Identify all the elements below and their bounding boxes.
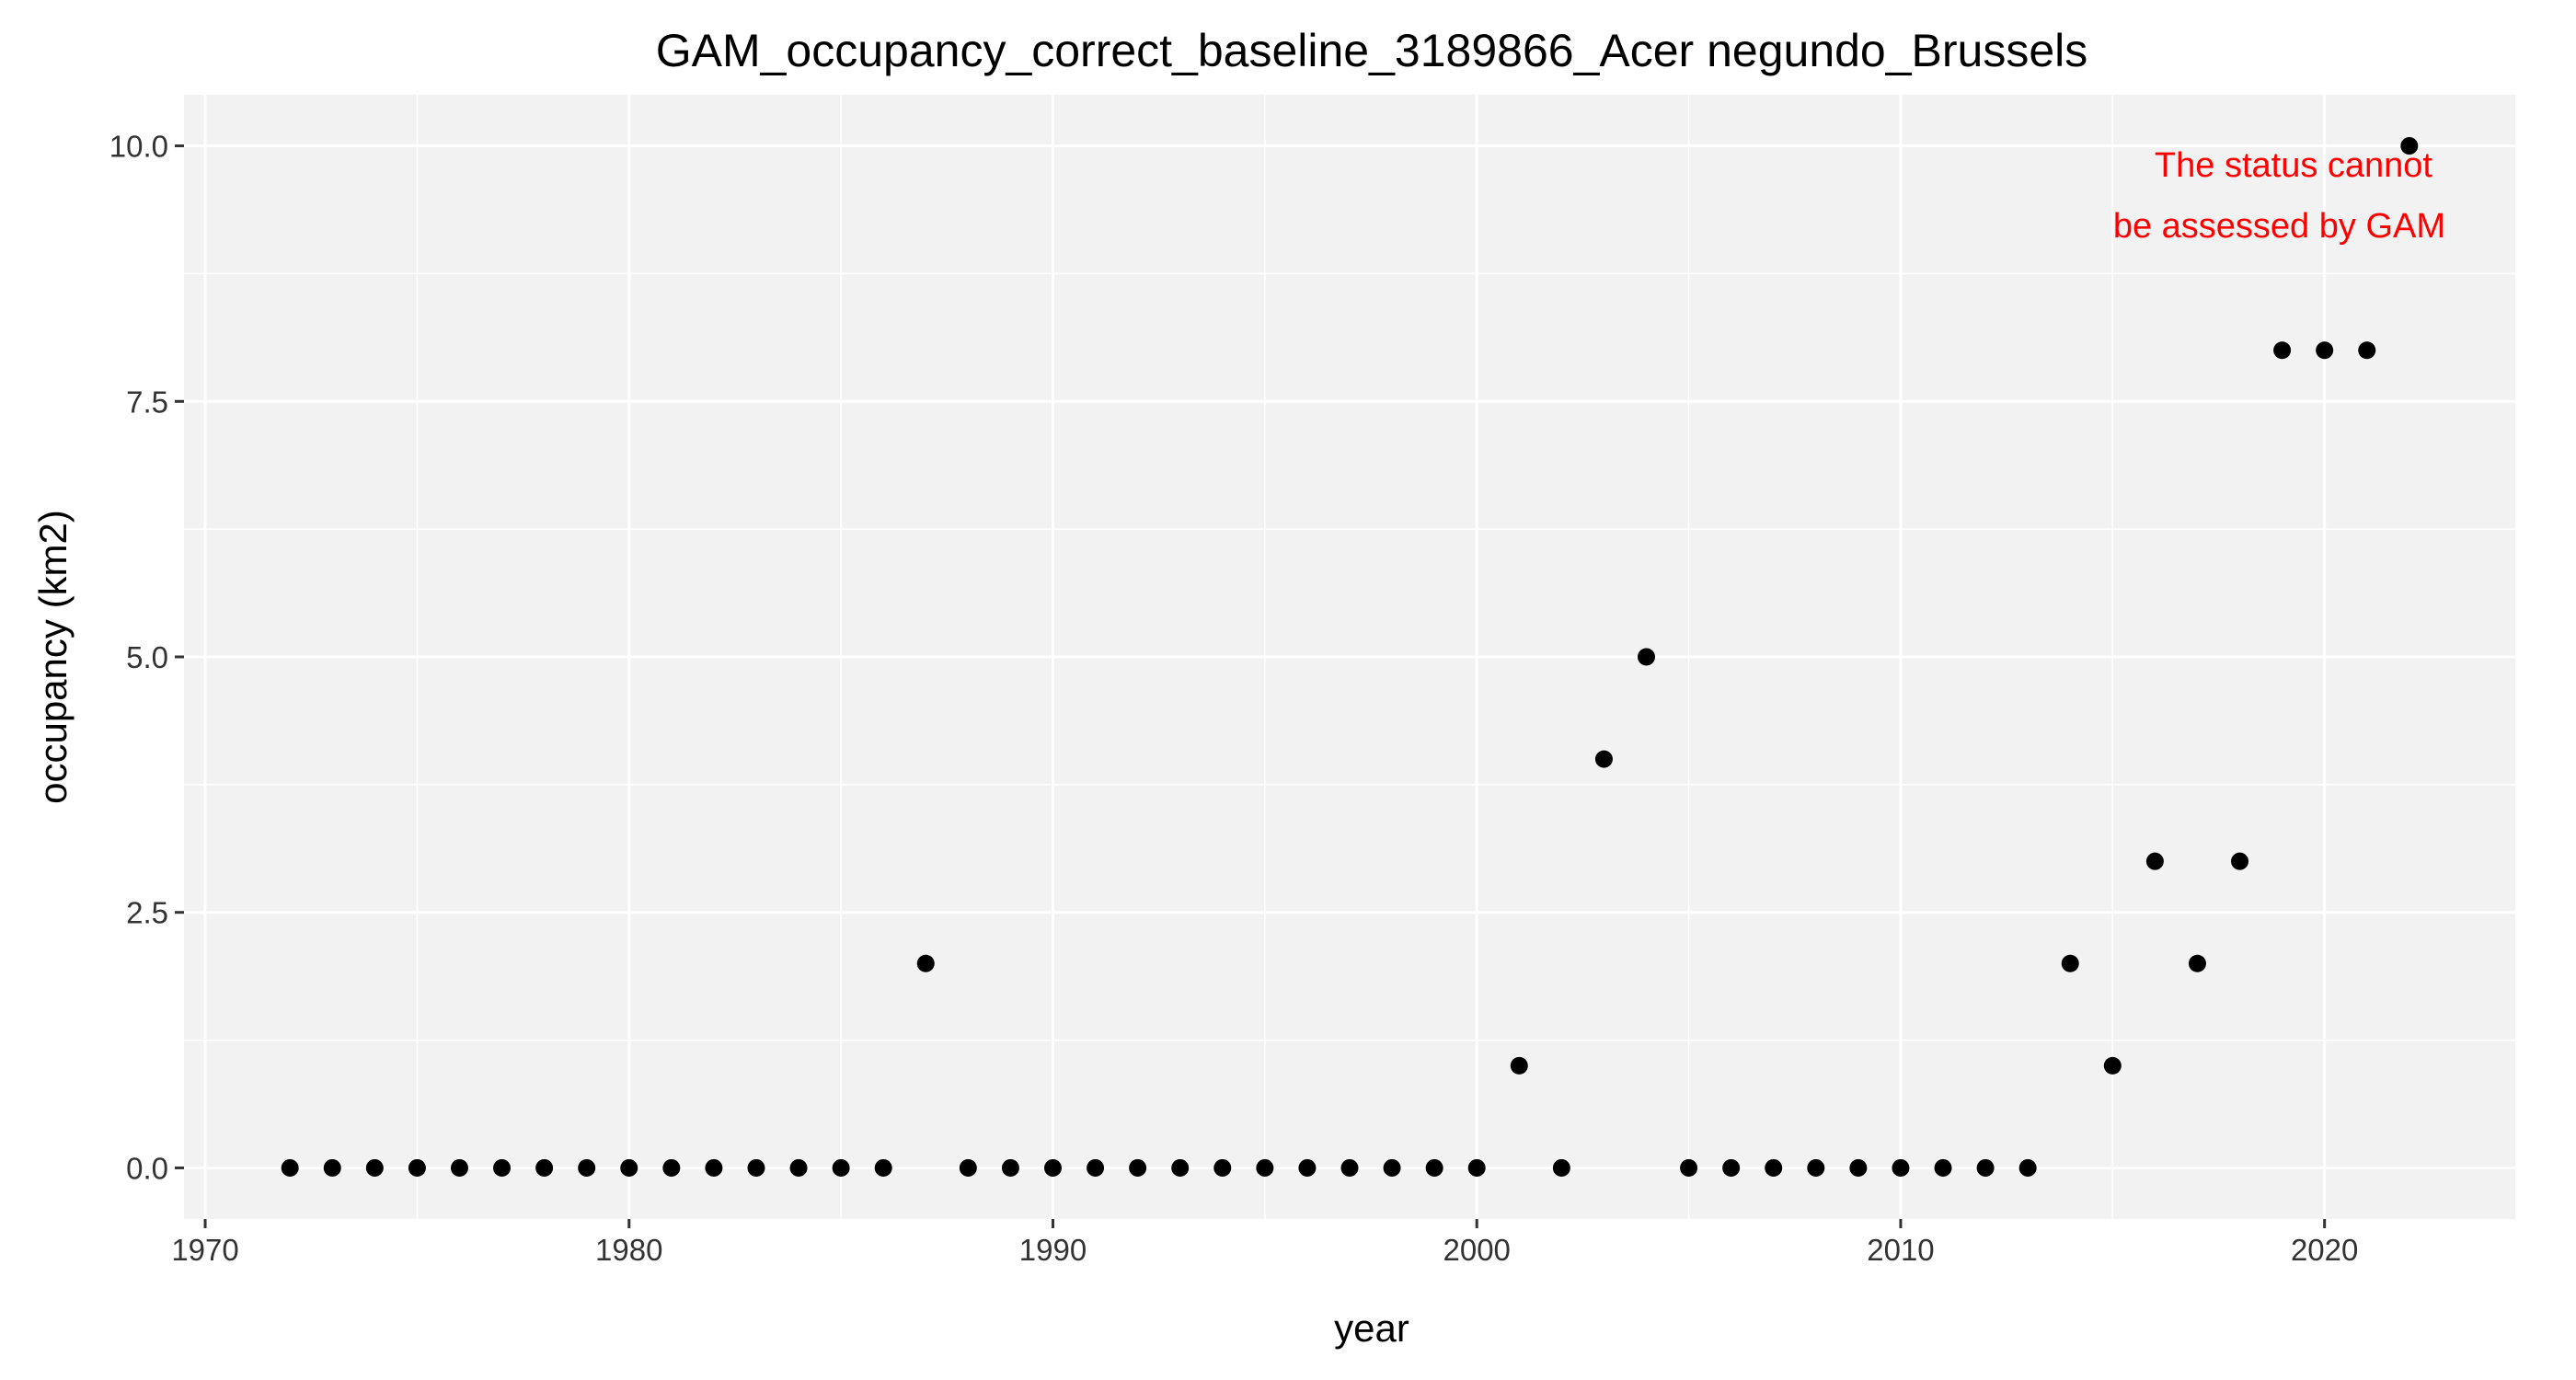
data-points xyxy=(281,137,2419,1177)
data-point xyxy=(1594,750,1613,768)
data-point xyxy=(2188,954,2206,972)
annotation-line-2: be assessed by GAM xyxy=(2113,207,2445,246)
data-point xyxy=(578,1158,596,1177)
data-point xyxy=(1383,1158,1401,1177)
data-point xyxy=(1892,1158,1910,1177)
data-point xyxy=(1171,1158,1190,1177)
data-point xyxy=(1001,1158,1019,1177)
data-point xyxy=(1425,1158,1443,1177)
data-point xyxy=(323,1158,341,1177)
data-point xyxy=(493,1158,512,1177)
data-point xyxy=(916,954,935,972)
data-point xyxy=(2018,1158,2037,1177)
data-point xyxy=(1680,1158,1698,1177)
data-point xyxy=(1467,1158,1486,1177)
annotation-line-1: The status cannot xyxy=(2155,146,2433,185)
data-point xyxy=(1087,1158,1105,1177)
data-point xyxy=(620,1158,638,1177)
data-point xyxy=(1976,1158,1995,1177)
x-tick-label: 2010 xyxy=(1867,1233,1934,1267)
data-point xyxy=(1129,1158,1147,1177)
data-point xyxy=(1340,1158,1359,1177)
data-point xyxy=(1552,1158,1570,1177)
data-point xyxy=(1043,1158,1062,1177)
x-axis-label: year xyxy=(1334,1306,1409,1350)
data-point xyxy=(365,1158,384,1177)
data-point xyxy=(1638,648,1656,666)
data-point xyxy=(2273,341,2292,360)
data-point xyxy=(1849,1158,1868,1177)
x-tick-label: 2020 xyxy=(2291,1233,2358,1267)
data-point xyxy=(2061,954,2079,972)
data-point xyxy=(1298,1158,1317,1177)
data-point xyxy=(789,1158,808,1177)
data-point xyxy=(1213,1158,1232,1177)
data-point xyxy=(408,1158,426,1177)
data-point xyxy=(450,1158,468,1177)
data-point xyxy=(535,1158,554,1177)
y-tick-label: 2.5 xyxy=(126,896,168,930)
data-point xyxy=(1765,1158,1783,1177)
data-point xyxy=(959,1158,977,1177)
y-tick-label: 5.0 xyxy=(126,640,168,674)
y-axis: 0.0 2.5 5.0 7.5 10.0 xyxy=(109,130,184,1185)
data-point xyxy=(1934,1158,1952,1177)
data-point xyxy=(1510,1056,1528,1075)
data-point xyxy=(1807,1158,1825,1177)
data-point xyxy=(747,1158,765,1177)
annotation: The status cannot be assessed by GAM xyxy=(2113,146,2445,246)
data-point xyxy=(2316,341,2334,360)
y-tick-label: 10.0 xyxy=(109,130,168,164)
data-point xyxy=(2145,852,2164,870)
y-tick-label: 0.0 xyxy=(126,1151,168,1185)
data-point xyxy=(281,1158,299,1177)
y-axis-label: occupancy (km2) xyxy=(31,510,75,804)
x-tick-label: 1970 xyxy=(171,1233,238,1267)
x-axis: 1970 1980 1990 2000 2010 2020 xyxy=(171,1219,2358,1267)
y-tick-label: 7.5 xyxy=(126,385,168,419)
data-point xyxy=(832,1158,850,1177)
data-point xyxy=(874,1158,892,1177)
x-tick-label: 1990 xyxy=(1019,1233,1087,1267)
grid-major xyxy=(184,95,2515,1219)
chart-title: GAM_occupancy_correct_baseline_3189866_A… xyxy=(656,25,2088,76)
data-point xyxy=(1722,1158,1741,1177)
data-point xyxy=(662,1158,681,1177)
data-point xyxy=(1256,1158,1274,1177)
x-tick-label: 1980 xyxy=(595,1233,662,1267)
data-point xyxy=(705,1158,723,1177)
data-point xyxy=(2358,341,2376,360)
x-tick-label: 2000 xyxy=(1443,1233,1511,1267)
data-point xyxy=(2103,1056,2122,1075)
data-point xyxy=(2400,137,2419,155)
data-point xyxy=(2231,852,2249,870)
